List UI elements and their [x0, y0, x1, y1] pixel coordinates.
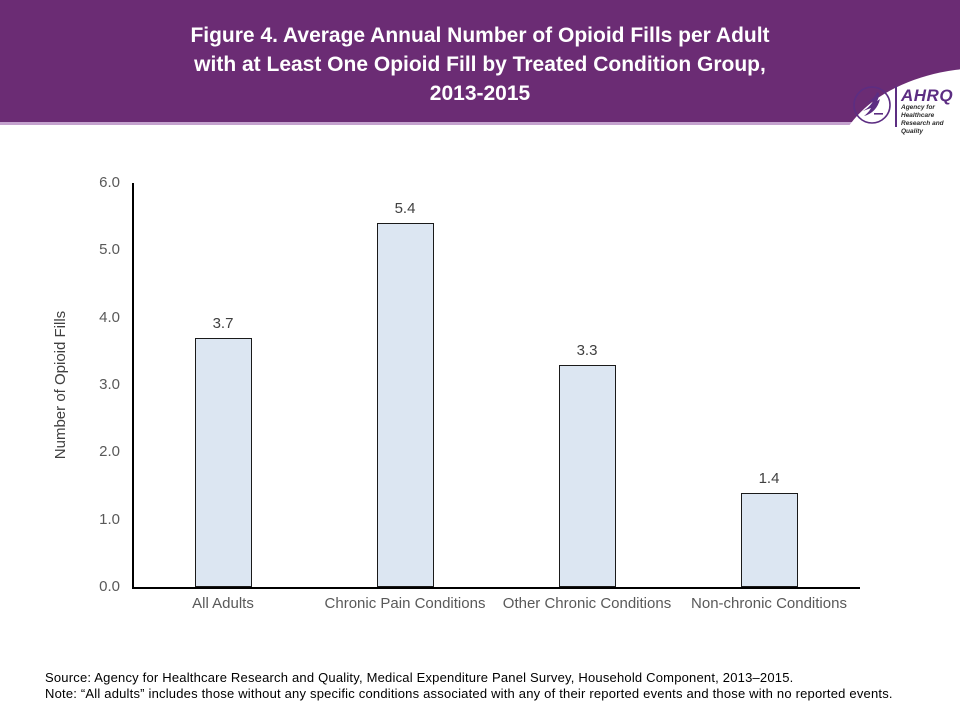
ahrq-subtitle-line1: Agency for Healthcare [901, 104, 935, 119]
title-line-3: 2013-2015 [429, 82, 531, 105]
x-category-label: Non-chronic Conditions [691, 595, 847, 612]
title-line-1: Figure 4. Average Annual Number of Opioi… [190, 24, 770, 47]
y-axis-title: Number of Opioid Fills [52, 310, 69, 460]
bar-value-label: 5.4 [394, 200, 416, 218]
bar-value-label: 3.7 [212, 314, 234, 332]
x-axis-line [132, 587, 860, 589]
ahrq-subtitle-line2: Research and Quality [901, 120, 944, 135]
y-tick-label: 3.0 [99, 376, 120, 393]
y-tick-label: 1.0 [99, 510, 120, 528]
y-tick-label: 2.0 [99, 443, 120, 461]
y-tick-label: 5.0 [99, 241, 120, 259]
source-text: Source: Agency for Healthcare Research a… [45, 670, 794, 685]
ahrq-wordmark: AHRQ Agency for Healthcare Research and … [901, 87, 960, 136]
y-tick-label: 4.0 [99, 308, 120, 326]
logo-divider [895, 86, 897, 127]
footer: Source: Agency for Healthcare Research a… [45, 670, 945, 702]
x-category-label: Other Chronic Conditions [502, 595, 672, 612]
y-axis-line [132, 183, 134, 588]
title-line-2: with at Least One Opioid Fill by Treated… [194, 53, 766, 76]
bar [740, 492, 798, 587]
y-tick-label: 0.0 [99, 578, 120, 595]
x-category-label: Chronic Pain Conditions [324, 595, 486, 612]
header-banner [0, 0, 960, 125]
bar [194, 337, 252, 587]
bar [376, 223, 434, 587]
ahrq-logo-text: AHRQ [901, 86, 954, 105]
bar-value-label: 3.3 [576, 341, 598, 359]
note-text: Note: “All adults” includes those withou… [45, 686, 893, 701]
y-tick-label: 6.0 [99, 174, 120, 191]
x-category-label: All Adults [192, 595, 254, 612]
figure-title: Figure 4. Average Annual Number of Opioi… [0, 21, 960, 108]
hhs-eagle-icon [852, 85, 892, 130]
bar-value-label: 1.4 [758, 469, 780, 487]
bar [558, 364, 616, 587]
